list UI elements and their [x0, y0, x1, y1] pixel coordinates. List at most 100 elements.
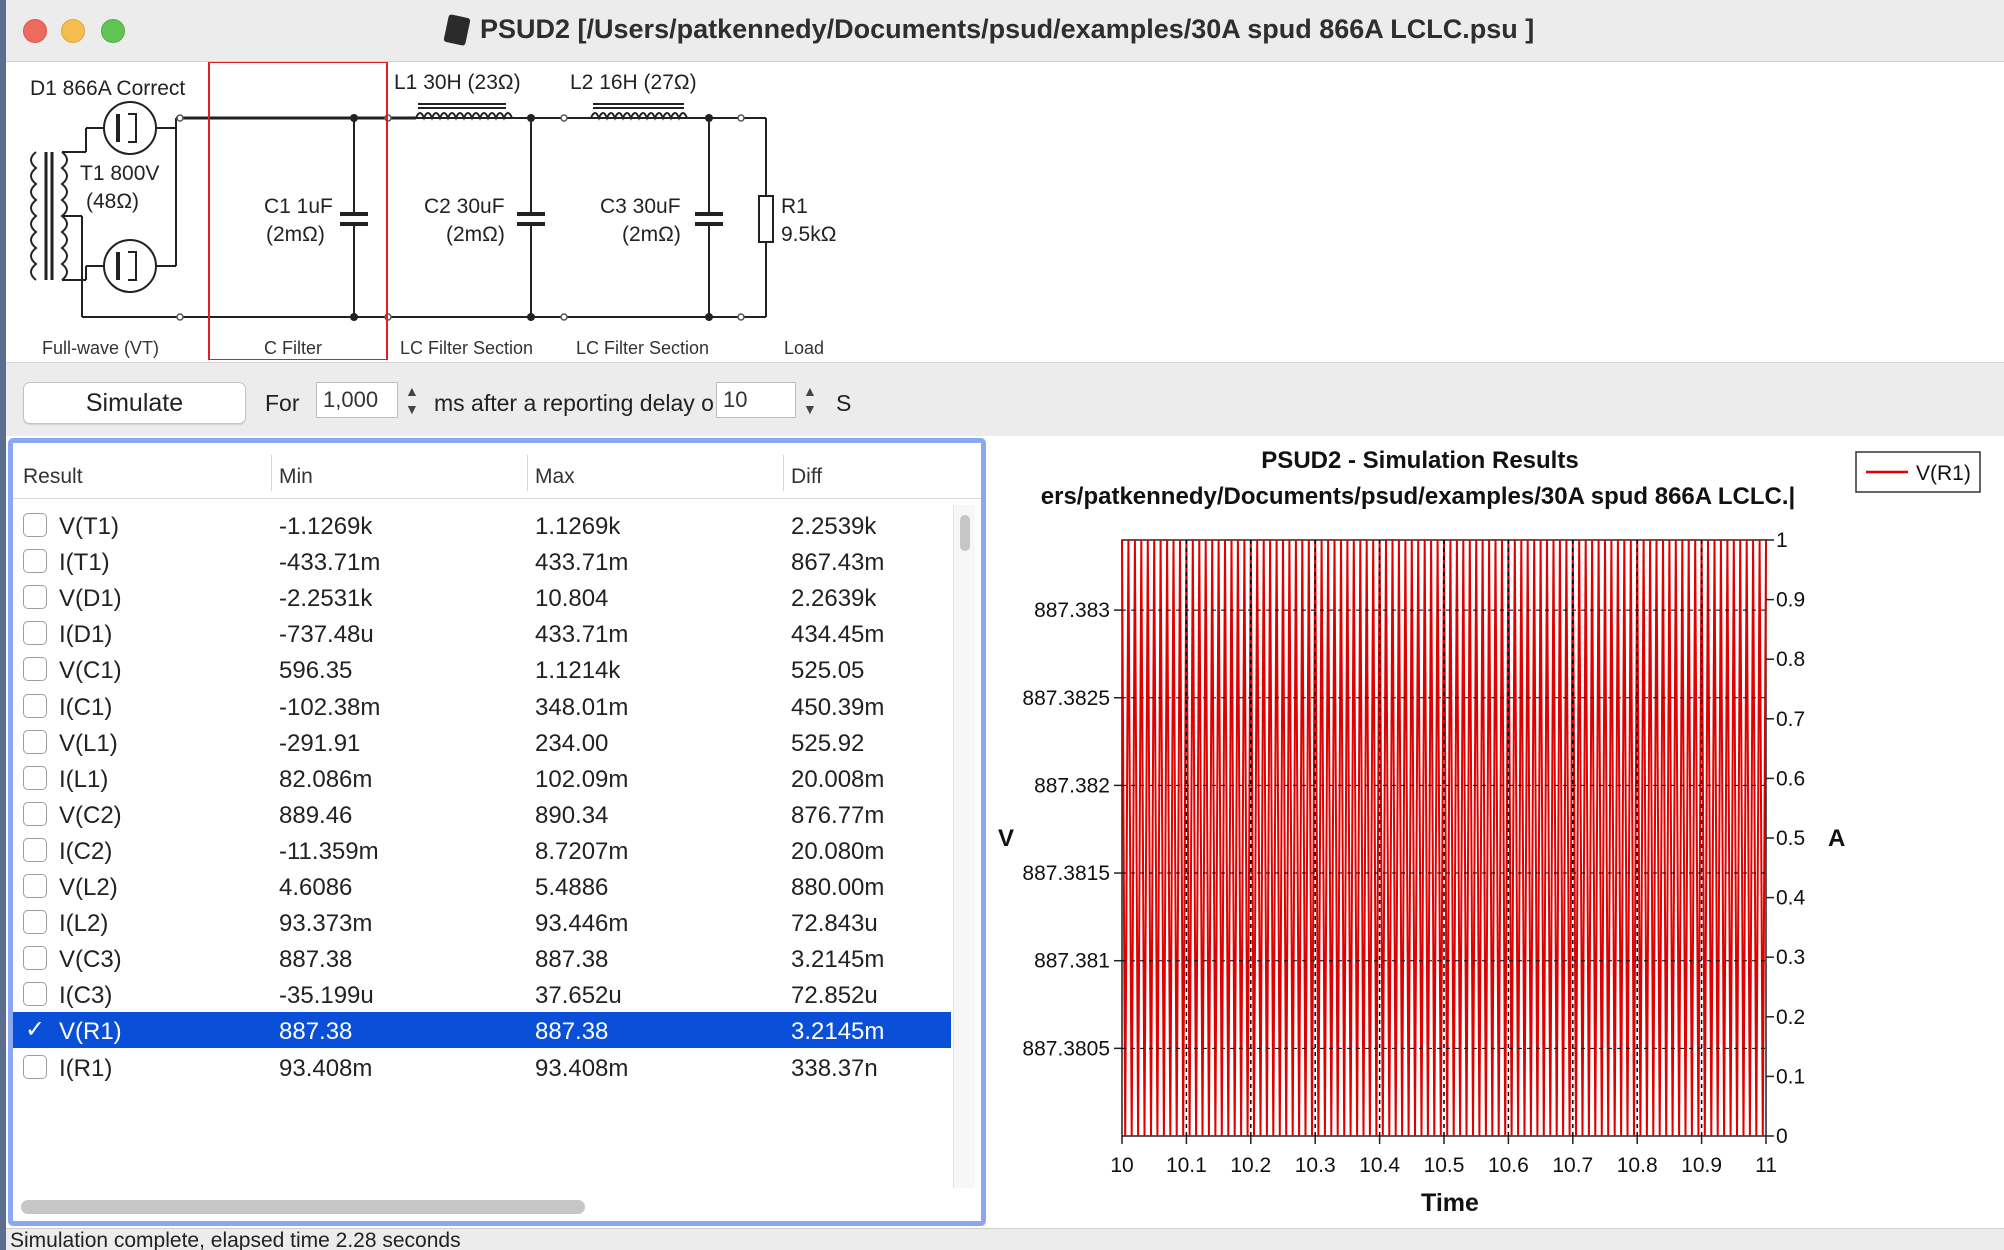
checkbox[interactable] [23, 874, 47, 898]
unit-label: S [836, 390, 852, 416]
delay-input[interactable] [716, 382, 796, 418]
cell-diff: 2.2539k [791, 513, 877, 540]
cell-result: V(D1) [59, 585, 122, 613]
y-tick-label: 887.3825 [1022, 687, 1110, 710]
cell-min: 93.373m [279, 910, 373, 938]
table-row[interactable]: V(C1) 596.35 1.1214k 525.05 [13, 651, 951, 687]
label-t1-name: T1 800V [80, 162, 159, 185]
cell-max: 5.4886 [535, 874, 609, 901]
circuit-schematic[interactable]: D1 866A Correct T1 800V (48Ω) C1 1uF (2m… [6, 61, 2004, 361]
checkbox[interactable] [23, 982, 47, 1007]
table-row[interactable]: I(C1) -102.38m 348.01m 450.39m [13, 688, 951, 724]
column-header-diff[interactable]: Diff [791, 465, 823, 488]
minimize-window-button[interactable] [61, 19, 85, 43]
checkbox[interactable] [23, 657, 47, 682]
cell-min: 4.6086 [279, 874, 353, 901]
checkbox[interactable] [23, 729, 47, 754]
table-row[interactable]: V(L1) -291.91 234.00 525.92 [13, 724, 951, 760]
cell-min: 596.35 [279, 657, 353, 685]
table-row[interactable]: I(T1) -433.71m 433.71m 867.43m [13, 543, 951, 579]
cell-result: V(L1) [59, 729, 118, 757]
checkbox[interactable] [23, 585, 47, 610]
checkbox[interactable] [23, 621, 47, 646]
x-tick-label: 10 [1110, 1154, 1133, 1177]
table-row[interactable]: I(R1) 93.408m 93.408m 338.37n [13, 1049, 951, 1085]
section-c-filter[interactable]: C Filter [264, 338, 322, 358]
section-lc-filter-2[interactable]: LC Filter Section [576, 338, 709, 358]
horizontal-scroll-thumb[interactable] [21, 1200, 585, 1214]
cell-max: 348.01m [535, 693, 629, 721]
cell-max: 887.38 [535, 1018, 609, 1046]
title-bar[interactable]: PSUD2 [/Users/patkennedy/Documents/psud/… [6, 0, 2004, 62]
column-header-max[interactable]: Max [535, 465, 575, 488]
simulate-button[interactable]: Simulate [23, 382, 246, 424]
cell-diff: 338.37n [791, 1054, 878, 1082]
duration-stepper[interactable]: ▲ ▼ [402, 382, 424, 420]
cell-result: I(C1) [59, 693, 113, 721]
label-c1-name: C1 1uF [264, 195, 333, 218]
table-row[interactable]: I(C3) -35.199u 37.652u 72.852u [13, 976, 951, 1012]
cell-result: V(R1) [59, 1018, 122, 1046]
cell-max: 8.7207m [535, 837, 629, 865]
results-table-panel[interactable]: Result Min Max Diff V(T1) -1.1269k 1.1269k… [8, 438, 986, 1226]
cell-diff: 880.00m [791, 874, 885, 901]
cell-result: I(L2) [59, 910, 109, 938]
chart-legend[interactable]: V(R1) [1855, 451, 1981, 493]
table-row[interactable]: I(L1) 82.086m 102.09m 20.008m [13, 760, 951, 796]
checkbox[interactable] [23, 801, 47, 826]
y2-tick-label: 0 [1776, 1125, 1788, 1148]
checkbox[interactable] [23, 1054, 47, 1079]
stepper-down-icon[interactable]: ▼ [803, 401, 817, 417]
table-row[interactable]: ✓ V(R1) 887.38 887.38 3.2145m [13, 1012, 951, 1049]
table-row[interactable]: I(L2) 93.373m 93.446m 72.843u [13, 904, 951, 940]
table-row[interactable]: V(T1) -1.1269k 1.1269k 2.2539k [13, 507, 951, 543]
table-row[interactable]: I(D1) -737.48u 433.71m 434.45m [13, 615, 951, 651]
vertical-scroll-thumb[interactable] [960, 515, 970, 551]
table-row[interactable]: V(C2) 889.46 890.34 876.77m [13, 796, 951, 832]
close-window-button[interactable] [23, 19, 47, 43]
cell-diff: 450.39m [791, 693, 885, 721]
status-text: Simulation complete, elapsed time 2.28 s… [10, 1229, 461, 1250]
cell-max: 93.408m [535, 1054, 629, 1082]
cell-result: I(T1) [59, 549, 110, 577]
section-load[interactable]: Load [784, 338, 824, 358]
section-fullwave[interactable]: Full-wave (VT) [42, 338, 159, 358]
cell-result: I(D1) [59, 621, 113, 649]
column-header-result[interactable]: Result [23, 465, 83, 488]
checkbox[interactable] [23, 513, 47, 537]
delay-stepper[interactable]: ▲ ▼ [800, 382, 822, 420]
label-r1-name: R1 [781, 195, 808, 218]
duration-input[interactable] [316, 382, 398, 418]
cell-diff: 72.852u [791, 982, 878, 1010]
cell-result: V(L2) [59, 874, 118, 901]
y-tick-label: 887.3815 [1022, 862, 1110, 885]
y2-tick-label: 0.6 [1776, 767, 1805, 790]
table-row[interactable]: I(C2) -11.359m 8.7207m 20.080m [13, 832, 951, 868]
checkbox[interactable] [23, 946, 47, 971]
table-row[interactable]: V(C3) 887.38 887.38 3.2145m [13, 940, 951, 976]
column-header-min[interactable]: Min [279, 465, 313, 488]
stepper-down-icon[interactable]: ▼ [405, 401, 419, 417]
simulation-chart[interactable]: PSUD2 - Simulation Results ers/patkenned… [990, 438, 2004, 1228]
zoom-window-button[interactable] [101, 19, 125, 43]
label-c3-res: (2mΩ) [622, 223, 681, 246]
cell-result: I(C3) [59, 982, 113, 1010]
cell-diff: 434.45m [791, 621, 885, 649]
document-icon [443, 14, 471, 46]
checkbox[interactable] [23, 837, 47, 862]
cell-min: -1.1269k [279, 513, 373, 540]
stepper-up-icon[interactable]: ▲ [405, 383, 419, 399]
cell-max: 890.34 [535, 801, 609, 829]
table-row[interactable]: V(D1) -2.2531k 10.804 2.2639k [13, 579, 951, 615]
checkbox-checked[interactable]: ✓ [24, 1016, 46, 1044]
checkbox[interactable] [23, 549, 47, 574]
checkbox[interactable] [23, 765, 47, 790]
x-tick-label: 10.1 [1166, 1154, 1207, 1177]
cell-result: I(L1) [59, 765, 109, 793]
table-row[interactable]: V(L2) 4.6086 5.4886 880.00m [13, 868, 951, 904]
vertical-scrollbar[interactable] [953, 505, 975, 1188]
stepper-up-icon[interactable]: ▲ [803, 383, 817, 399]
checkbox[interactable] [23, 910, 47, 935]
checkbox[interactable] [23, 693, 47, 718]
section-lc-filter-1[interactable]: LC Filter Section [400, 338, 533, 358]
